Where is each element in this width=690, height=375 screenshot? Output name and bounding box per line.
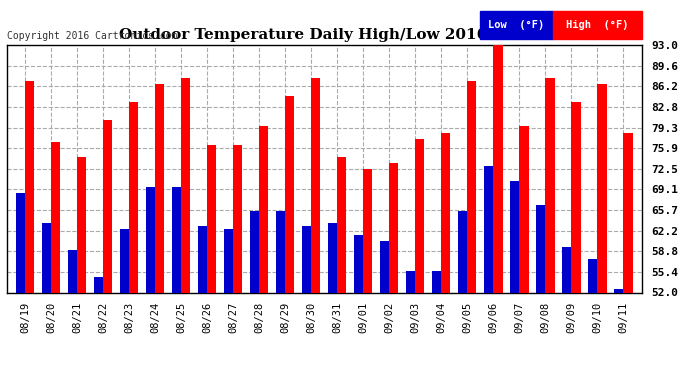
Bar [571,102,580,375]
Bar [68,250,77,375]
Bar [589,259,598,375]
Bar [224,229,233,375]
Bar [354,235,364,375]
Bar [181,78,190,375]
Bar [480,11,553,39]
Bar [129,102,138,375]
Bar [511,181,520,375]
Bar [276,211,285,375]
Text: Low  (°F): Low (°F) [488,20,544,30]
Bar [198,226,207,375]
Bar [250,211,259,375]
Bar [545,78,555,375]
Bar [432,272,442,375]
Bar [311,78,320,375]
Bar [233,145,242,375]
Bar [25,81,34,375]
Bar [614,290,624,375]
Bar [51,142,60,375]
Bar [16,193,25,375]
Bar [104,120,112,375]
Bar [380,241,389,375]
Bar [406,272,415,375]
Bar [285,96,295,375]
Bar [77,157,86,375]
Bar [467,81,477,375]
Title: Outdoor Temperature Daily High/Low 20160912: Outdoor Temperature Daily High/Low 20160… [119,28,530,42]
Bar [328,223,337,375]
Bar [598,84,607,375]
Bar [364,169,373,375]
Bar [484,166,493,375]
Bar [458,211,467,375]
Bar [337,157,346,375]
Bar [562,247,571,375]
Bar [302,226,311,375]
Bar [442,132,451,375]
Bar [42,223,51,375]
Text: High  (°F): High (°F) [566,20,629,30]
Bar [172,187,181,375]
Bar [493,45,502,375]
Bar [155,84,164,375]
Bar [553,11,642,39]
Bar [415,139,424,375]
Bar [536,205,545,375]
Bar [520,126,529,375]
Bar [146,187,155,375]
Text: Copyright 2016 Cartronics.com: Copyright 2016 Cartronics.com [7,32,177,41]
Bar [207,145,217,375]
Bar [624,132,633,375]
Bar [120,229,129,375]
Bar [259,126,268,375]
Bar [389,163,398,375]
Bar [94,278,104,375]
